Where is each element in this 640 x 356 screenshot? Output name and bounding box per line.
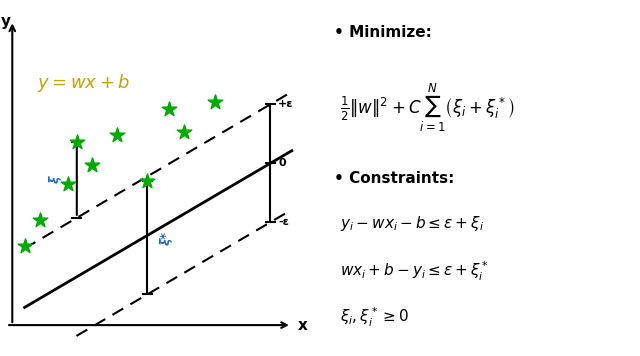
Point: [111, 132, 122, 138]
Text: • Minimize:: • Minimize:: [334, 25, 432, 40]
Point: [35, 218, 45, 223]
Text: y: y: [1, 14, 11, 29]
Text: x: x: [298, 318, 308, 333]
Text: -ε: -ε: [278, 217, 289, 227]
Text: 0: 0: [278, 158, 285, 168]
Text: $y = wx+b$: $y = wx+b$: [37, 72, 130, 94]
Text: ξ: ξ: [49, 176, 62, 183]
Point: [72, 139, 82, 145]
Point: [63, 182, 73, 187]
Text: +ε: +ε: [278, 99, 294, 109]
Text: $\frac{1}{2}\|w\|^2 + C\sum_{i=1}^{N}\left(\xi_i + \xi_i^*\right)$: $\frac{1}{2}\|w\|^2 + C\sum_{i=1}^{N}\le…: [340, 82, 515, 134]
Point: [179, 129, 189, 135]
Text: • Constraints:: • Constraints:: [334, 171, 454, 186]
Point: [142, 178, 152, 184]
Text: $wx_i + b - y_i \leq \varepsilon + \xi_i^*$: $wx_i + b - y_i \leq \varepsilon + \xi_i…: [340, 260, 490, 283]
Text: ξ*: ξ*: [159, 231, 172, 245]
Point: [19, 244, 29, 249]
Point: [210, 100, 220, 105]
Point: [164, 106, 174, 112]
Text: $y_i - wx_i - b \leq \varepsilon + \xi_i$: $y_i - wx_i - b \leq \varepsilon + \xi_i…: [340, 214, 484, 232]
Text: $\xi_i, \xi_i^* \geq 0$: $\xi_i, \xi_i^* \geq 0$: [340, 306, 409, 329]
Point: [87, 162, 97, 167]
